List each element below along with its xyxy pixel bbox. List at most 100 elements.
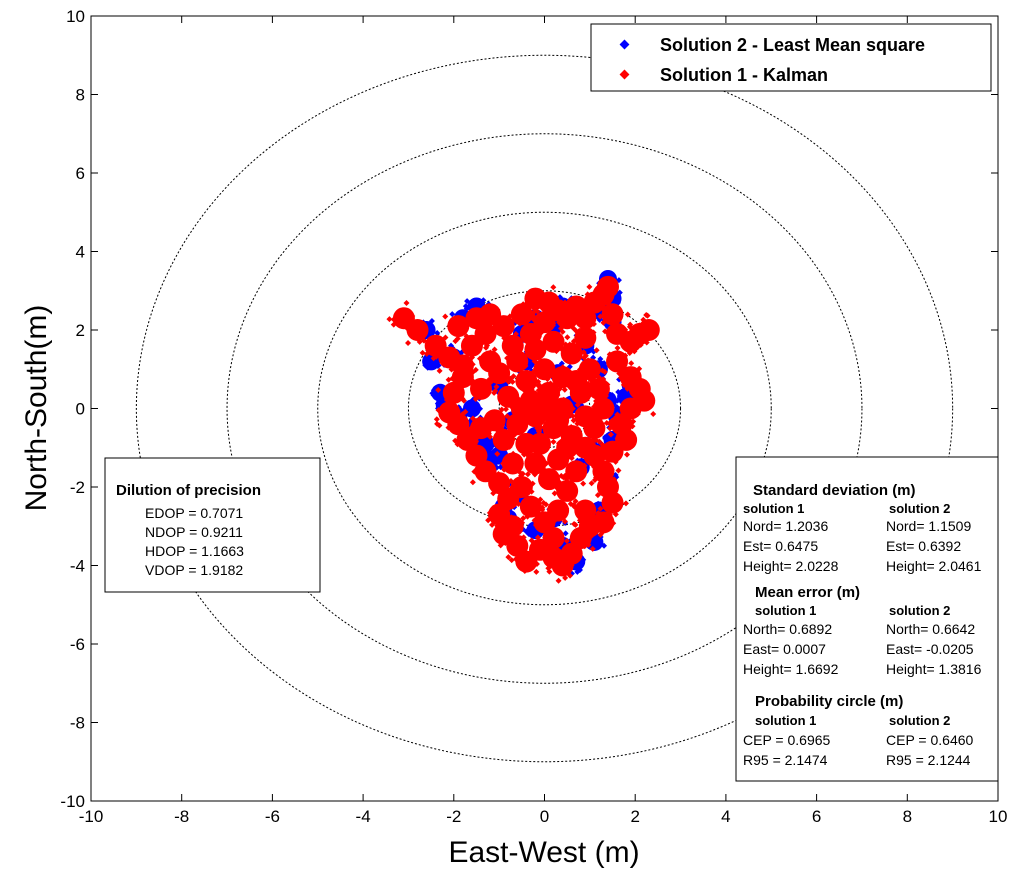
point-solution-1-72 — [515, 495, 547, 520]
point-solution-1-88 — [506, 409, 529, 443]
y-tick-label--8: -8 — [70, 714, 85, 733]
x-tick-label-4: 4 — [721, 807, 730, 826]
x-tick-label-0: 0 — [540, 807, 549, 826]
mean-sol1-north: North= 0.6892 — [743, 621, 832, 637]
dop-box-frame — [104, 457, 321, 593]
legend-box — [590, 23, 992, 92]
point-solution-1-106 — [500, 515, 527, 538]
y-tick-label--10: -10 — [60, 792, 85, 811]
range-circles — [135, 54, 954, 763]
legend-label-solution-1: Solution 1 - Kalman — [660, 65, 828, 85]
std-sol1-nord: Nord= 1.2036 — [743, 518, 828, 534]
dop-vdop: VDOP = 1.9182 — [145, 562, 243, 578]
prob-sol1-head: solution 1 — [755, 713, 816, 728]
axis-ticks: -10 -8 -6 -4 -2 0 2 4 6 8 10 10 8 6 4 2 0 -2 -4 -6 -8 -10 — [60, 7, 1007, 826]
point-solution-1-102 — [478, 342, 502, 373]
legend-marker-solution-1 — [619, 69, 630, 80]
dop-hdop: HDOP = 1.1663 — [145, 543, 244, 559]
mean-sol2-height: Height= 1.3816 — [886, 661, 982, 677]
point-solution-1-36 — [594, 485, 629, 518]
range-circle-9m — [135, 54, 954, 763]
mean-sol2-head: solution 2 — [889, 603, 950, 618]
stats-box: Standard deviation (m) solution 1 soluti… — [735, 456, 999, 782]
x-tick-label--4: -4 — [356, 807, 371, 826]
x-tick-label-10: 10 — [989, 807, 1008, 826]
prob-sol1-r95: R95 = 2.1474 — [743, 752, 828, 768]
range-circle-3m — [407, 290, 682, 527]
mean-sol2-east: East= -0.0205 — [886, 641, 974, 657]
point-solution-1-6 — [442, 313, 470, 345]
point-solution-1-25 — [636, 311, 660, 341]
x-axis-title: East-West (m) — [448, 836, 639, 869]
y-tick-label--4: -4 — [70, 557, 85, 576]
dop-ndop: NDOP = 0.9211 — [145, 524, 243, 540]
legend-label-solution-2: Solution 2 - Least Mean square — [660, 35, 925, 55]
std-title: Standard deviation (m) — [753, 482, 916, 499]
std-sol1-height: Height= 2.0228 — [743, 558, 839, 574]
point-solution-1-96 — [543, 405, 570, 432]
range-circle-7m — [226, 133, 863, 684]
x-tick-label--6: -6 — [265, 807, 280, 826]
prob-sol2-head: solution 2 — [889, 713, 950, 728]
point-solution-1-75 — [487, 424, 518, 457]
x-tick-label--8: -8 — [174, 807, 189, 826]
point-solution-1-57 — [469, 377, 500, 402]
point-solution-1-104 — [467, 416, 493, 440]
dop-edop: EDOP = 0.7071 — [145, 505, 243, 521]
mean-title: Mean error (m) — [755, 584, 860, 601]
point-solution-1-56 — [445, 358, 477, 389]
x-tick-label--2: -2 — [446, 807, 461, 826]
point-solution-1-54 — [433, 397, 467, 429]
point-solution-1-85 — [529, 468, 569, 492]
prob-sol1-cep: CEP = 0.6965 — [743, 732, 831, 748]
y-tick-label-4: 4 — [76, 243, 85, 262]
legend-marker-solution-2 — [619, 39, 630, 50]
y-tick-label-6: 6 — [76, 164, 85, 183]
dop-title: Dilution of precision — [116, 482, 261, 499]
prob-sol2-r95: R95 = 2.1244 — [886, 752, 971, 768]
point-solution-1-0 — [386, 299, 416, 333]
point-solution-1-98 — [509, 390, 538, 423]
point-solution-1-103 — [574, 321, 600, 354]
point-solution-1-20 — [594, 275, 619, 299]
range-circle-5m — [317, 211, 772, 606]
point-solution-1-1 — [403, 319, 433, 346]
x-tick-label--10: -10 — [79, 807, 104, 826]
point-solution-1-100 — [501, 331, 532, 357]
y-tick-label-8: 8 — [76, 86, 85, 105]
std-sol2-nord: Nord= 1.1509 — [886, 518, 971, 534]
point-solution-1-82 — [569, 404, 599, 431]
point-solution-1-107 — [534, 527, 570, 550]
prob-title: Probability circle (m) — [755, 693, 903, 710]
point-solution-1-97 — [555, 432, 585, 465]
y-tick-label-0: 0 — [76, 400, 85, 419]
mean-sol1-east: East= 0.0007 — [743, 641, 826, 657]
dop-box: Dilution of precision EDOP = 0.7071 NDOP… — [104, 457, 321, 593]
x-tick-label-6: 6 — [812, 807, 821, 826]
point-solution-1-58 — [485, 362, 514, 385]
std-sol2-height: Height= 2.0461 — [886, 558, 982, 574]
data-points — [386, 269, 660, 584]
point-solution-1-39 — [569, 521, 596, 552]
point-solution-1-99 — [560, 366, 595, 394]
point-solution-1-105 — [581, 438, 606, 470]
std-sol1-head: solution 1 — [743, 501, 804, 516]
std-sol2-head: solution 2 — [889, 501, 950, 516]
y-tick-label-2: 2 — [76, 321, 85, 340]
stats-box-frame — [735, 456, 999, 782]
mean-sol1-height: Height= 1.6692 — [743, 661, 839, 677]
point-solution-1-108 — [571, 498, 602, 524]
std-sol1-est: Est= 0.6475 — [743, 538, 818, 554]
point-solution-1-101 — [530, 308, 557, 334]
y-axis-title: North-South(m) — [20, 305, 53, 512]
y-tick-label--6: -6 — [70, 635, 85, 654]
y-tick-label-10: 10 — [66, 7, 85, 26]
point-solution-1-42 — [535, 542, 567, 572]
mean-sol1-head: solution 1 — [755, 603, 816, 618]
legend: Solution 2 - Least Mean square Solution … — [590, 23, 992, 92]
point-solution-1-9 — [479, 303, 502, 328]
mean-sol2-north: North= 0.6642 — [886, 621, 975, 637]
point-solution-1-86 — [516, 450, 550, 475]
point-solution-1-109 — [512, 320, 545, 345]
